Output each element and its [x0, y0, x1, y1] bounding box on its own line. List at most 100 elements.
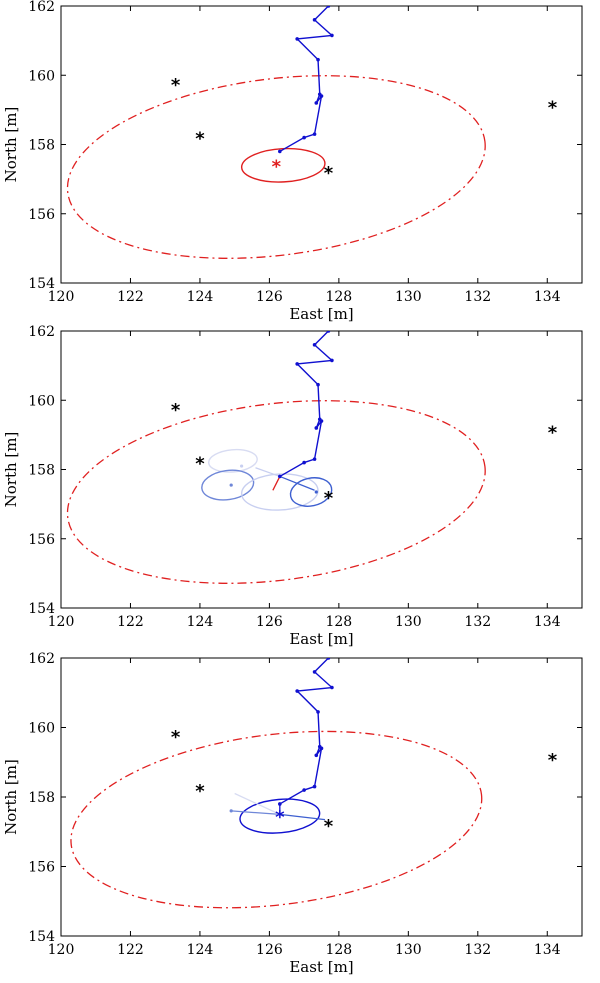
trajectory-point [314, 426, 319, 430]
landmark-marker: * [324, 816, 334, 837]
uncertainty-ellipse-small [289, 477, 333, 507]
x-tick-label: 132 [464, 614, 491, 630]
hypothesis-branch [231, 810, 280, 816]
x-axis-label: East [m] [289, 305, 353, 323]
trajectory-point [326, 331, 331, 333]
landmark-marker: * [324, 163, 334, 184]
uncertainty-ellipse-large [66, 75, 486, 259]
uncertainty-ellipse-small [201, 469, 255, 501]
x-tick-label: 130 [395, 942, 422, 958]
trajectory-line [279, 331, 334, 478]
trajectory-line [279, 658, 334, 805]
landmark-marker: * [171, 400, 181, 421]
trajectory-point [316, 382, 320, 387]
hypothesis-point [229, 809, 233, 813]
x-tick-label: 126 [256, 942, 283, 958]
y-tick-label: 158 [28, 138, 55, 154]
y-tick-label: 162 [28, 651, 55, 667]
plot-frame [60, 657, 583, 937]
trajectory-point [278, 474, 282, 479]
uncertainty-ellipse-small [240, 147, 326, 183]
trajectory-point [330, 33, 334, 38]
x-tick-label: 128 [325, 289, 352, 305]
trajectory-point [312, 343, 317, 347]
estimate-marker: * [275, 807, 285, 828]
x-tick-label: 120 [48, 289, 75, 305]
x-axis-label: East [m] [289, 630, 353, 648]
hypothesis-point [314, 490, 318, 494]
trajectory-point [278, 802, 282, 806]
trajectory-point [312, 18, 317, 22]
plot-frame [60, 5, 583, 284]
trajectory-point [312, 132, 317, 136]
y-tick-label: 154 [28, 601, 55, 617]
x-tick-label: 122 [117, 289, 144, 305]
x-tick-label: 134 [534, 289, 561, 305]
chart-panel-3: 120 122 124 126 128 130 132 134 154 156 158 160 162 E… [2, 651, 583, 976]
trajectory-point [314, 101, 319, 105]
uncertainty-ellipse-large [66, 400, 486, 584]
trajectory-point [319, 746, 324, 751]
chart-panel-1: 120 122 124 126 128 130 132 134 154 156 158 160 162 E… [2, 0, 583, 323]
y-tick-label: 160 [28, 393, 55, 409]
landmark-marker: * [548, 750, 558, 771]
hypothesis-branch [272, 476, 281, 491]
plot-area: * * * * [66, 331, 558, 584]
trajectory-point [330, 358, 334, 363]
y-tick-label: 156 [28, 860, 55, 876]
trajectory-point [295, 689, 299, 693]
landmark-marker: * [195, 129, 205, 150]
hypothesis-branch [279, 475, 315, 491]
x-tick-label: 124 [187, 614, 214, 630]
x-tick-label: 122 [117, 614, 144, 630]
estimate-marker: * [272, 156, 282, 177]
uncertainty-ellipse-small [240, 473, 319, 511]
hypothesis-branch [279, 813, 326, 821]
trajectory-point [312, 784, 317, 789]
trajectory-point [278, 149, 282, 154]
x-tick-label: 126 [256, 614, 283, 630]
x-tick-label: 132 [464, 289, 491, 305]
x-tick-label: 122 [117, 942, 144, 958]
trajectory-point [302, 788, 306, 792]
trajectory-point [312, 670, 317, 674]
y-axis-label: North [m] [2, 432, 20, 508]
y-tick-label: 158 [28, 790, 55, 806]
x-tick-label: 132 [464, 942, 491, 958]
x-tick-label: 134 [534, 942, 561, 958]
y-axis-label: North [m] [2, 759, 20, 835]
hypothesis-branch [255, 467, 281, 478]
trajectory-point [319, 94, 324, 98]
x-tick-label: 124 [187, 942, 214, 958]
trajectory-point [319, 419, 324, 423]
x-tick-label: 120 [48, 942, 75, 958]
uncertainty-ellipse-small [239, 798, 321, 834]
hypothesis-point [229, 483, 233, 487]
uncertainty-ellipse-small [207, 448, 258, 473]
chart-panel-2: 120 122 124 126 128 130 132 134 154 156 158 160 162 E… [2, 324, 583, 648]
hypothesis-branch [234, 792, 281, 815]
x-axis-label: East [m] [289, 958, 353, 976]
plot-frame [60, 330, 583, 609]
landmark-marker: * [171, 75, 181, 96]
x-tick-label: 126 [256, 289, 283, 305]
x-tick-label: 128 [325, 614, 352, 630]
x-tick-label: 124 [187, 289, 214, 305]
landmark-marker: * [548, 97, 558, 118]
x-tick-label: 120 [48, 614, 75, 630]
x-tick-label: 130 [395, 614, 422, 630]
plot-area: * * * * * [66, 6, 558, 259]
trajectory-point [326, 658, 331, 660]
trajectory-point [302, 135, 306, 140]
trajectory-point [330, 685, 334, 690]
trajectory-point [316, 710, 320, 714]
y-tick-label: 154 [28, 276, 55, 292]
trajectory-line [279, 6, 334, 153]
y-tick-label: 156 [28, 207, 55, 223]
x-tick-label: 128 [325, 942, 352, 958]
trajectory-point [302, 460, 306, 465]
y-tick-label: 162 [28, 324, 55, 340]
landmark-marker: * [195, 454, 205, 475]
hypothesis-point [240, 464, 244, 468]
landmark-marker: * [171, 727, 181, 748]
